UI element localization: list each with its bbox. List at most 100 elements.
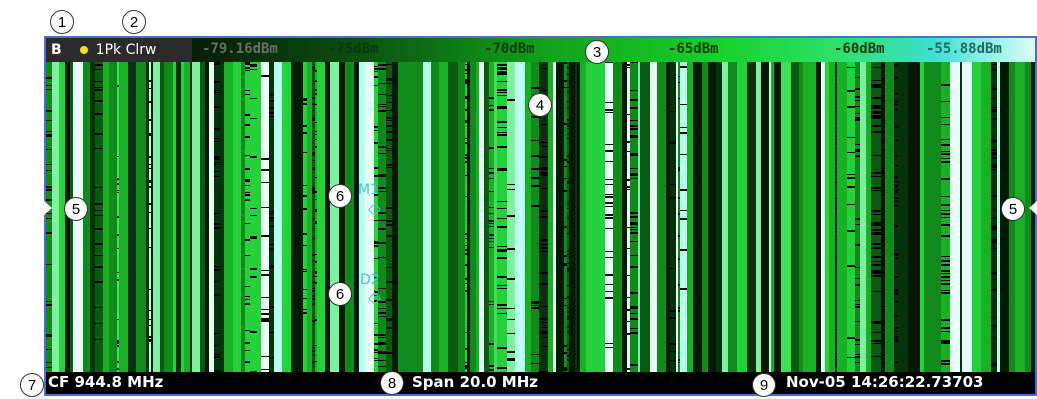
- center-frequency: CF 944.8 MHz: [48, 373, 164, 391]
- waterfall-noise: [835, 352, 837, 354]
- waterfall-noise: [627, 321, 630, 322]
- waterfall-noise: [531, 140, 539, 141]
- waterfall-noise: [539, 337, 548, 338]
- waterfall-noise: [245, 255, 250, 256]
- waterfall-noise: [250, 98, 257, 99]
- waterfall-column: [484, 62, 489, 372]
- waterfall-noise: [539, 156, 548, 158]
- waterfall-noise: [497, 308, 507, 309]
- waterfall-noise: [489, 223, 494, 224]
- waterfall-noise: [269, 107, 274, 109]
- waterfall-noise: [46, 149, 52, 150]
- waterfall-noise: [467, 131, 470, 132]
- waterfall-noise: [46, 135, 52, 137]
- waterfall-noise: [95, 114, 103, 115]
- waterfall-noise: [539, 251, 548, 252]
- waterfall-noise: [303, 233, 307, 235]
- waterfall-noise: [497, 71, 507, 73]
- waterfall-noise: [630, 313, 638, 314]
- waterfall-noise: [303, 289, 307, 290]
- waterfall-noise: [378, 94, 386, 95]
- waterfall-noise: [489, 172, 494, 174]
- waterfall-column: [803, 62, 806, 372]
- waterfall-noise: [303, 269, 307, 270]
- waterfall-column: [184, 62, 190, 372]
- waterfall-noise: [539, 327, 548, 328]
- waterfall-noise: [507, 351, 515, 353]
- waterfall-noise: [991, 239, 997, 240]
- waterfall-noise: [261, 169, 269, 171]
- waterfall-noise: [605, 257, 613, 258]
- waterfall-noise: [871, 115, 881, 117]
- waterfall-noise: [467, 146, 470, 147]
- waterfall-noise: [374, 334, 378, 336]
- waterfall-noise: [894, 340, 898, 342]
- waterfall-noise: [678, 213, 680, 215]
- waterfall-noise: [855, 96, 860, 98]
- waterfall-noise: [497, 208, 507, 209]
- waterfall-noise: [117, 178, 119, 180]
- waterfall-column: [708, 62, 716, 372]
- waterfall-column: [374, 62, 378, 372]
- callout-6-m1: 6: [328, 184, 352, 208]
- waterfall-column: [640, 62, 650, 372]
- waterfall-noise: [871, 86, 881, 88]
- waterfall-noise: [871, 117, 881, 119]
- waterfall-noise: [465, 283, 467, 284]
- timestamp: Nov-05 14:26:22.73703: [786, 373, 984, 391]
- waterfall-noise: [378, 187, 386, 189]
- waterfall-noise: [214, 164, 220, 165]
- waterfall-noise: [149, 203, 151, 205]
- waterfall-column: [392, 62, 398, 372]
- waterfall-noise: [855, 300, 860, 301]
- waterfall-noise: [374, 300, 378, 302]
- waterfall-noise: [250, 156, 257, 158]
- waterfall-noise: [497, 147, 507, 148]
- waterfall-noise: [881, 311, 885, 312]
- waterfall-noise: [941, 178, 950, 180]
- trace-label[interactable]: B 1Pk Clrw: [46, 38, 192, 62]
- waterfall-noise: [46, 189, 52, 191]
- waterfall-noise: [881, 120, 885, 121]
- waterfall-noise: [871, 172, 881, 174]
- waterfall-noise: [378, 242, 386, 244]
- waterfall-noise: [871, 256, 881, 257]
- waterfall-noise: [855, 117, 860, 119]
- waterfall-noise: [117, 234, 119, 236]
- waterfall-noise: [855, 106, 860, 107]
- waterfall-column: [613, 62, 622, 372]
- right-edge-arrow-icon: [1029, 201, 1037, 215]
- waterfall-noise: [941, 343, 950, 344]
- waterfall-column: [774, 62, 781, 372]
- waterfall-noise: [465, 82, 467, 84]
- waterfall-noise: [214, 213, 220, 214]
- waterfall-noise: [871, 343, 881, 344]
- waterfall-noise: [465, 96, 467, 97]
- waterfall-column: [531, 62, 539, 372]
- waterfall-noise: [46, 301, 52, 302]
- waterfall-noise: [497, 89, 507, 91]
- waterfall-noise: [871, 176, 881, 177]
- waterfall-noise: [497, 367, 507, 369]
- waterfall-noise: [871, 131, 881, 133]
- callout-6-d2: 6: [328, 282, 352, 306]
- waterfall-noise: [149, 101, 151, 103]
- waterfall-noise: [941, 117, 950, 118]
- waterfall-column: [855, 62, 860, 372]
- waterfall-noise: [374, 352, 378, 353]
- waterfall-column: [224, 62, 233, 372]
- waterfall-noise: [312, 320, 315, 322]
- waterfall-noise: [95, 339, 103, 340]
- waterfall-noise: [497, 92, 507, 93]
- waterfall-noise: [678, 235, 680, 237]
- waterfall-noise: [678, 310, 680, 312]
- waterfall-noise: [941, 204, 950, 206]
- waterfall-noise: [855, 267, 860, 268]
- waterfall-noise: [605, 228, 613, 229]
- waterfall-column: [627, 62, 630, 372]
- waterfall-noise: [564, 166, 567, 167]
- waterfall-noise: [467, 95, 470, 97]
- waterfall-noise: [871, 190, 881, 191]
- waterfall-display[interactable]: [46, 62, 1035, 372]
- spectrogram-window[interactable]: -79.16dBm -75dBm -70dBm -65dBm -60dBm -5…: [44, 36, 1037, 396]
